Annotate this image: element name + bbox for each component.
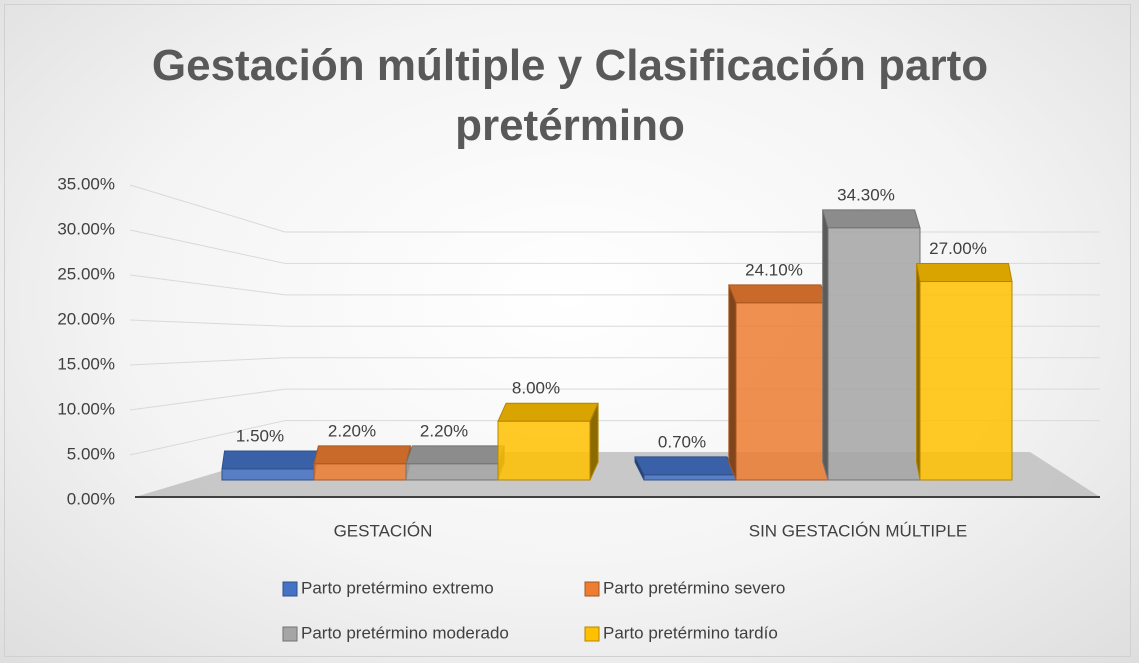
- x-tick-label: GESTACIÓN: [334, 521, 433, 540]
- y-tick-label: 20.00%: [57, 309, 115, 328]
- bar: [919, 281, 1013, 481]
- legend-swatch: [282, 581, 298, 597]
- y-tick-label: 5.00%: [67, 444, 115, 463]
- chart-border: [4, 4, 1131, 657]
- y-tick-label: 25.00%: [57, 264, 115, 283]
- bar: [221, 468, 315, 481]
- bar-top: [915, 263, 1013, 283]
- bar-top: [313, 445, 412, 465]
- bar-top: [728, 284, 829, 304]
- legend-label: Parto pretérmino moderado: [301, 623, 509, 642]
- y-tick-label: 0.00%: [67, 489, 115, 508]
- bar: [827, 227, 921, 481]
- legend-label: Parto pretérmino tardío: [603, 623, 778, 642]
- bar: [405, 463, 499, 481]
- grid-line: [129, 184, 1100, 233]
- legend-swatch: [282, 626, 298, 642]
- value-label: 1.50%: [236, 426, 284, 445]
- value-label: 2.20%: [328, 421, 376, 440]
- bar-top: [497, 402, 599, 422]
- bar: [643, 474, 737, 481]
- bar-side: [916, 263, 921, 481]
- legend-label: Parto pretérmino severo: [603, 578, 785, 597]
- x-tick-label: SIN GESTACIÓN MÚLTIPLE: [749, 521, 968, 540]
- bar: [497, 420, 591, 481]
- y-tick-label: 15.00%: [57, 354, 115, 373]
- bar-top: [822, 209, 921, 229]
- bar-top: [634, 456, 737, 476]
- value-label: 0.70%: [658, 432, 706, 451]
- bar: [313, 463, 407, 481]
- bar-top: [221, 450, 318, 470]
- y-tick-label: 30.00%: [57, 219, 115, 238]
- bar-side: [822, 209, 829, 481]
- bar-side: [728, 284, 737, 481]
- y-tick-label: 35.00%: [57, 174, 115, 193]
- value-label: 8.00%: [512, 379, 560, 398]
- value-label: 34.30%: [837, 185, 895, 204]
- legend-swatch: [584, 581, 600, 597]
- y-tick-label: 10.00%: [57, 399, 115, 418]
- bar: [735, 302, 829, 481]
- bar-top: [405, 445, 505, 465]
- value-label: 2.20%: [420, 421, 468, 440]
- legend-label: Parto pretérmino extremo: [301, 578, 494, 597]
- value-label: 27.00%: [929, 239, 987, 258]
- legend-swatch: [584, 626, 600, 642]
- value-label: 24.10%: [745, 260, 803, 279]
- chart-title: Gestación múltiple y Clasificación parto…: [151, 41, 989, 150]
